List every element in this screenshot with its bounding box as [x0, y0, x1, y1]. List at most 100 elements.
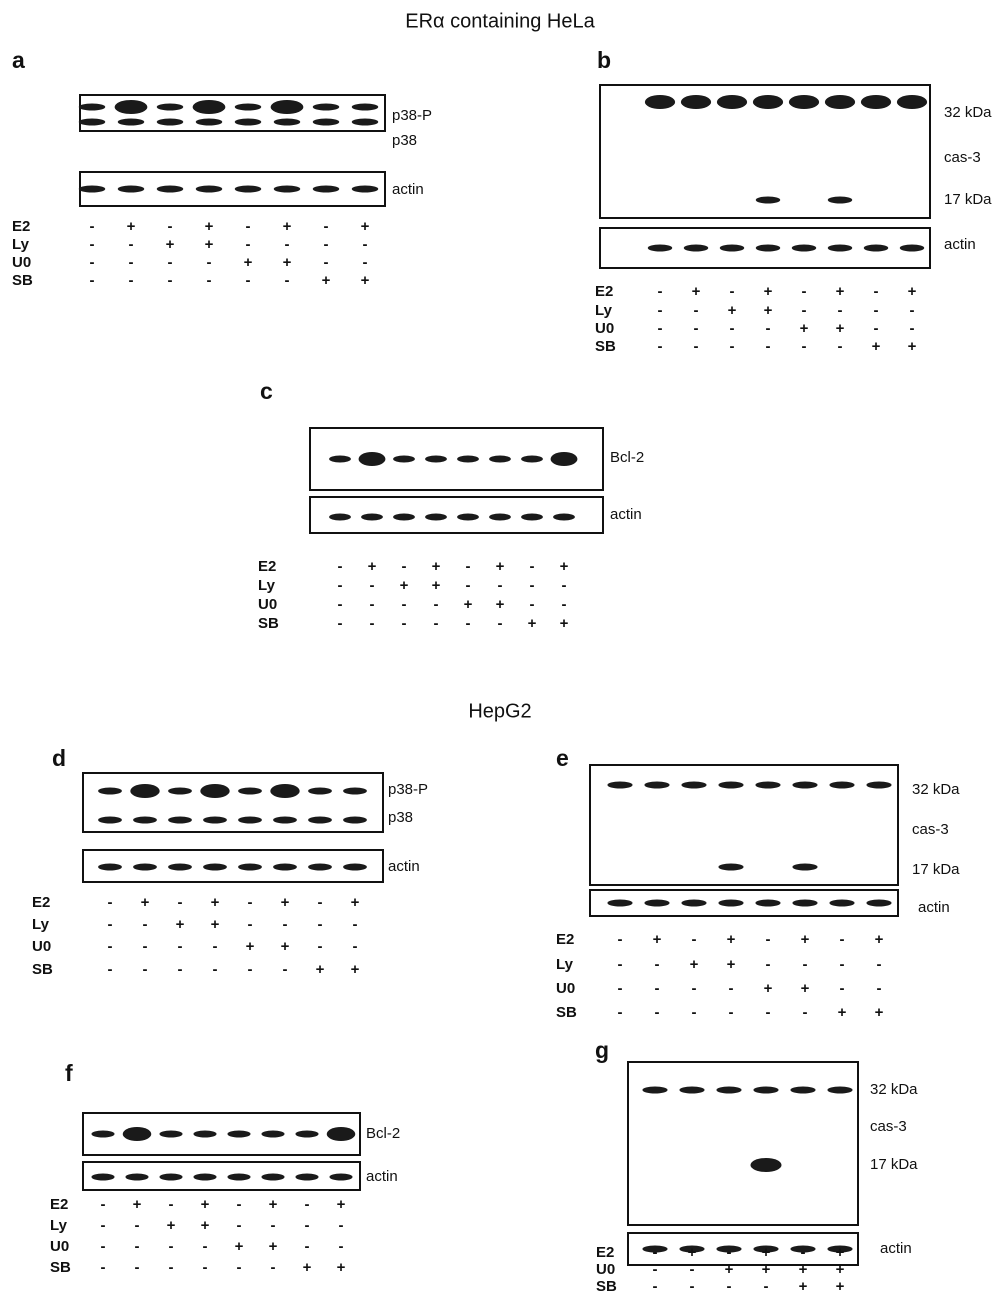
band [717, 95, 747, 109]
treatment-sign: - [498, 615, 503, 632]
band [521, 514, 543, 521]
band [755, 900, 780, 907]
treatment-name: U0 [32, 938, 51, 955]
treatment-sign: + [528, 615, 537, 632]
treatment-sign: + [303, 1259, 312, 1276]
treatment-sign: - [618, 931, 623, 948]
treatment-name: SB [32, 961, 53, 978]
treatment-sign: - [877, 956, 882, 973]
band [551, 452, 578, 466]
band [79, 119, 106, 126]
treatment-sign: + [727, 956, 736, 973]
band [168, 817, 192, 824]
treatment-sign: + [281, 938, 290, 955]
treatment-sign: + [464, 596, 473, 613]
band [308, 817, 332, 824]
band [91, 1174, 114, 1181]
band [273, 817, 297, 824]
band [115, 100, 148, 114]
treatment-sign: + [133, 1196, 142, 1213]
blot-label: actin [366, 1168, 398, 1185]
band [98, 864, 122, 871]
band [521, 456, 543, 463]
band [159, 1174, 182, 1181]
treatment-name: Ly [556, 956, 574, 973]
blot-label: 17 kDa [870, 1156, 918, 1173]
blot-label: cas-3 [944, 149, 981, 166]
treatment-sign: - [353, 916, 358, 933]
treatment-sign: - [108, 894, 113, 911]
treatment-sign: - [101, 1238, 106, 1255]
treatment-name: U0 [596, 1261, 615, 1278]
band [900, 245, 924, 252]
treatment-sign: - [143, 938, 148, 955]
band [790, 1087, 815, 1094]
band [718, 782, 743, 789]
treatment-sign: + [836, 1244, 845, 1261]
band [897, 95, 927, 109]
band [274, 119, 301, 126]
treatment-sign: - [169, 1259, 174, 1276]
treatment-sign: - [766, 931, 771, 948]
band [679, 1087, 704, 1094]
treatment-sign: - [434, 615, 439, 632]
band [755, 782, 780, 789]
treatment-sign: + [838, 1004, 847, 1021]
treatment-sign: + [836, 1261, 845, 1278]
band [792, 782, 817, 789]
band [866, 900, 891, 907]
treatment-sign: - [353, 938, 358, 955]
treatment-sign: - [129, 254, 134, 271]
treatment-sign: + [653, 931, 662, 948]
treatment-sign: - [203, 1259, 208, 1276]
treatment-sign: + [799, 1278, 808, 1295]
panel-letter: f [65, 1060, 73, 1086]
treatment-sign: + [836, 320, 845, 337]
band [273, 864, 297, 871]
band [308, 788, 332, 795]
treatment-sign: - [283, 961, 288, 978]
treatment-sign: - [730, 320, 735, 337]
band [425, 514, 447, 521]
treatment-sign: - [618, 1004, 623, 1021]
treatment-name: SB [12, 272, 33, 289]
band [79, 104, 106, 111]
treatment-sign: + [166, 236, 175, 253]
treatment-name: Ly [595, 302, 613, 319]
band [352, 119, 379, 126]
treatment-sign: - [108, 961, 113, 978]
treatment-sign: - [690, 1278, 695, 1295]
heading: HepG2 [468, 700, 531, 722]
treatment-sign: - [203, 1238, 208, 1255]
band [313, 186, 340, 193]
band [866, 782, 891, 789]
band [203, 817, 227, 824]
band [308, 864, 332, 871]
treatment-sign: - [305, 1196, 310, 1213]
band [238, 788, 262, 795]
treatment-sign: - [305, 1217, 310, 1234]
band [118, 119, 145, 126]
treatment-name: E2 [32, 894, 50, 911]
band [227, 1174, 250, 1181]
treatment-sign: - [653, 1261, 658, 1278]
treatment-sign: + [432, 558, 441, 575]
treatment-sign: - [271, 1217, 276, 1234]
treatment-sign: - [910, 320, 915, 337]
treatment-sign: - [877, 980, 882, 997]
treatment-sign: - [727, 1244, 732, 1261]
band [313, 119, 340, 126]
treatment-sign: - [729, 1004, 734, 1021]
treatment-name: U0 [12, 254, 31, 271]
treatment-sign: + [205, 236, 214, 253]
blot-label: actin [944, 236, 976, 253]
treatment-sign: + [211, 916, 220, 933]
treatment-name: U0 [258, 596, 277, 613]
treatment-sign: - [838, 338, 843, 355]
band [489, 456, 511, 463]
treatment-sign: + [908, 283, 917, 300]
treatment-sign: - [135, 1217, 140, 1234]
treatment-sign: - [692, 931, 697, 948]
band [352, 186, 379, 193]
treatment-sign: - [766, 956, 771, 973]
